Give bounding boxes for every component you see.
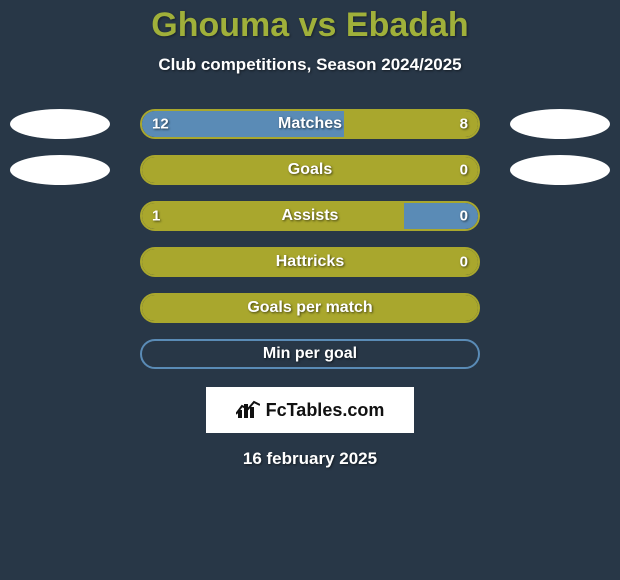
stat-bar: 0Hattricks: [140, 247, 480, 277]
stat-label: Min per goal: [142, 345, 478, 363]
stat-bar-right-fill: [344, 111, 478, 137]
stat-bar-left-fill: [142, 249, 478, 275]
stat-bar: 128Matches: [140, 109, 480, 139]
page-subtitle: Club competitions, Season 2024/2025: [0, 55, 620, 75]
logo-text: FcTables.com: [266, 400, 385, 421]
stat-bar-left-fill: [142, 157, 478, 183]
stat-row: 0Goals: [0, 147, 620, 193]
footer-date: 16 february 2025: [0, 449, 620, 469]
stat-row: 0Hattricks: [0, 239, 620, 285]
stat-row: Goals per match: [0, 285, 620, 331]
stat-bar-left-fill: [142, 295, 478, 321]
stat-bar-right-fill: [404, 203, 478, 229]
player-left-marker: [10, 109, 110, 139]
stat-row: 128Matches: [0, 101, 620, 147]
page-title: Ghouma vs Ebadah: [0, 0, 620, 45]
comparison-chart: 128Matches 0Goals 10Assists 0Hattricks Goals…: [0, 101, 620, 377]
player-right-marker: [510, 155, 610, 185]
stat-bar: Min per goal: [140, 339, 480, 369]
stat-row: Min per goal: [0, 331, 620, 377]
bar-chart-icon: [236, 400, 260, 420]
player-left-marker: [10, 155, 110, 185]
stat-row: 10Assists: [0, 193, 620, 239]
stat-bar-left-fill: [142, 111, 344, 137]
stat-bar: 0Goals: [140, 155, 480, 185]
player-right-marker: [510, 109, 610, 139]
stat-bar: Goals per match: [140, 293, 480, 323]
stat-bar-left-fill: [142, 203, 404, 229]
logo-box: FcTables.com: [206, 387, 414, 433]
stat-bar: 10Assists: [140, 201, 480, 231]
